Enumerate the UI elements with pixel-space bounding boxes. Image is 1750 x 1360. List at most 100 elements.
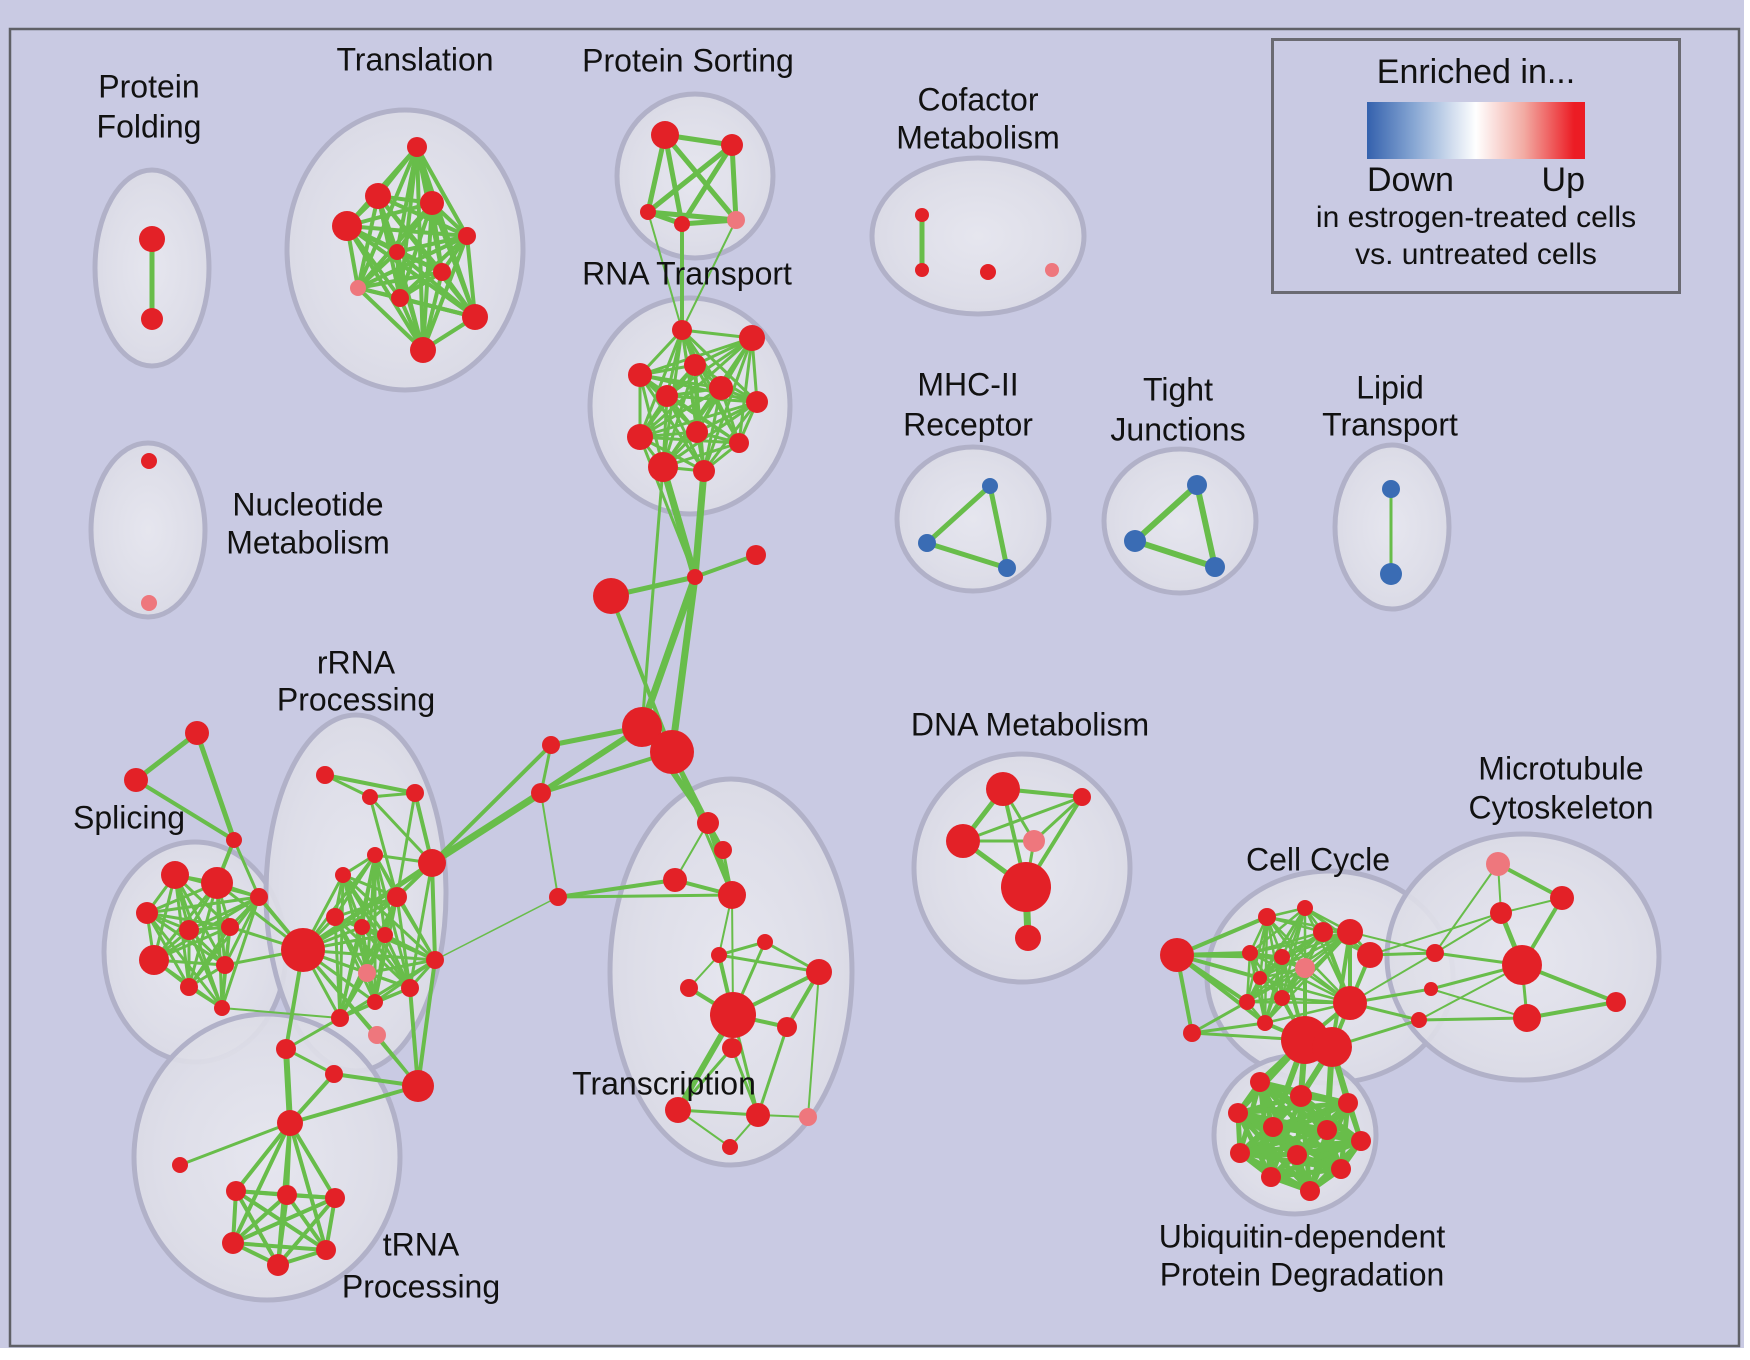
edge-s3-s4 <box>679 217 739 227</box>
edge-w3-w5 <box>231 1193 289 1245</box>
node-j1 <box>1124 530 1146 552</box>
node-s4 <box>727 211 745 229</box>
node-g12 <box>1257 1015 1273 1031</box>
edge-s4-r0 <box>681 219 737 331</box>
node-q0 <box>316 766 334 784</box>
edge-s1-s2 <box>645 142 735 215</box>
edge-x4-x3 <box>556 893 734 899</box>
node-x11 <box>722 1038 742 1058</box>
edge-p5-p9 <box>220 895 261 1010</box>
legend-up-label: Up <box>1541 161 1585 199</box>
node-a0 <box>139 226 165 252</box>
edge-r6-r7 <box>695 400 759 434</box>
edge-k0-k1 <box>1496 862 1564 900</box>
cluster-label-ubiquitin-degradation: Ubiquitin-dependent <box>1159 1218 1446 1254</box>
cluster-label-microtubule-cytoskeleton: Microtubule <box>1478 750 1643 786</box>
edge-m0-m1 <box>924 483 993 546</box>
edge-k0-k6 <box>1434 863 1499 954</box>
cluster-ellipse-mhc-ii-receptor <box>894 444 1052 594</box>
node-g9 <box>1253 971 1267 985</box>
node-j2 <box>1205 557 1225 577</box>
edge-t3-t4 <box>345 224 469 238</box>
node-c0 <box>915 208 929 222</box>
node-q19 <box>368 1026 386 1044</box>
node-q8 <box>354 919 370 935</box>
node-b8 <box>1351 1131 1371 1151</box>
edge-b9-b10 <box>1268 1166 1344 1180</box>
edge-q10-q18 <box>301 948 420 1088</box>
node-q3 <box>367 847 383 863</box>
node-b4 <box>1263 1117 1283 1137</box>
node-r6 <box>746 391 768 413</box>
edge-q7-q12 <box>333 915 412 990</box>
edge-r0-r8 <box>638 328 684 439</box>
edge-x10-x13 <box>756 1025 789 1117</box>
edge-w0-w1 <box>178 1121 292 1167</box>
edge-b8-b9 <box>1268 1138 1364 1180</box>
node-x4 <box>549 888 567 906</box>
edge-t5-t7 <box>356 250 399 290</box>
node-p9 <box>214 1000 230 1016</box>
node-g2 <box>1297 900 1313 916</box>
edge-f4-f7 <box>668 573 699 756</box>
edge-t6-t7 <box>356 270 444 290</box>
node-r2 <box>684 354 706 376</box>
node-q18 <box>402 1070 434 1102</box>
node-t4 <box>458 227 476 245</box>
node-w1 <box>172 1157 188 1173</box>
cluster-ellipse-trna-processing <box>131 1011 403 1303</box>
node-g1 <box>1258 908 1276 926</box>
node-r7 <box>686 421 708 443</box>
node-w7 <box>316 1240 336 1260</box>
edge-q8-q15 <box>338 925 364 1020</box>
edge-x12-x13 <box>676 1108 760 1117</box>
edge-r1-r11 <box>702 336 754 473</box>
edge-q9-q14 <box>373 933 387 1004</box>
node-w5 <box>222 1232 244 1254</box>
node-b11 <box>1300 1181 1320 1201</box>
edge-x11-x12 <box>676 1046 734 1112</box>
node-t9 <box>462 304 488 330</box>
cluster-label-trna-processing: tRNA <box>383 1226 460 1262</box>
edge-s0-s3 <box>662 132 685 227</box>
edge-m0-m2 <box>987 483 1010 571</box>
edge-q16-q15 <box>284 1016 342 1051</box>
node-s0 <box>651 121 679 149</box>
edge-q1-q5 <box>368 795 399 899</box>
edge-f2-p5 <box>232 838 261 899</box>
node-k0 <box>1486 852 1510 876</box>
edge-g5-g14 <box>1248 951 1352 1005</box>
node-q13 <box>426 951 444 969</box>
node-g14 <box>1333 986 1367 1020</box>
cluster-ellipse-tight-junctions <box>1101 446 1259 596</box>
cluster-label-dna-metabolism: DNA Metabolism <box>911 706 1149 742</box>
node-k6 <box>1426 944 1444 962</box>
cluster-label-mhc-ii-receptor: Receptor <box>903 406 1033 442</box>
node-k3 <box>1502 945 1542 985</box>
node-m0 <box>982 478 998 494</box>
edge-g4-g9 <box>1258 930 1352 980</box>
edge-x5-x7 <box>717 953 821 974</box>
edge-g13-g10 <box>1190 1000 1249 1035</box>
node-q6 <box>418 849 446 877</box>
node-q7 <box>326 908 344 926</box>
edge-r8-f4 <box>638 435 697 579</box>
node-w2 <box>226 1181 246 1201</box>
edge-r5-r8 <box>638 386 723 439</box>
edge-q6-q13 <box>430 861 437 962</box>
edge-w4-w5 <box>231 1196 337 1245</box>
node-b10 <box>1331 1159 1351 1179</box>
edge-q3-q9 <box>373 853 387 937</box>
edge-t5-t9 <box>395 250 477 319</box>
cluster-label-lipid-transport: Lipid <box>1356 369 1424 405</box>
node-q12 <box>401 979 419 997</box>
node-t5 <box>389 244 405 260</box>
legend-gradient-bar <box>1367 102 1585 159</box>
node-f6 <box>622 707 662 747</box>
node-g8 <box>1357 942 1383 968</box>
edge-f0-f1 <box>133 730 200 783</box>
node-k5 <box>1606 992 1626 1012</box>
legend-caption-line2: vs. untreated cells <box>1355 238 1597 271</box>
node-b0 <box>1250 1072 1270 1092</box>
